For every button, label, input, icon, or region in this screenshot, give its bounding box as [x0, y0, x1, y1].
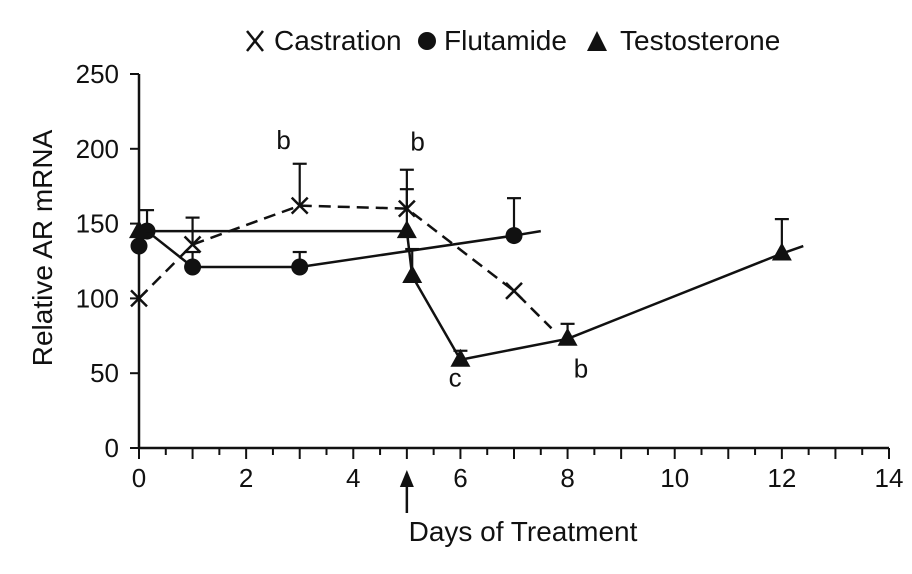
significance-label: b	[276, 125, 290, 155]
y-tick-label: 250	[76, 59, 119, 89]
x-marker-stroke	[505, 282, 523, 300]
x-tick-label: 6	[453, 463, 467, 493]
y-tick-label: 0	[105, 433, 119, 463]
x-tick-label: 2	[239, 463, 253, 493]
x-tick-label: 0	[132, 463, 146, 493]
data-point-testosterone	[396, 220, 417, 239]
series-line-testosterone	[139, 229, 804, 361]
data-point-flutamide	[505, 227, 523, 245]
data-point-flutamide	[184, 258, 202, 276]
legend-marker-flutamide	[418, 32, 436, 50]
data-point-testosterone	[450, 348, 471, 367]
data-point-castration	[183, 235, 202, 254]
y-tick-label: 100	[76, 283, 119, 313]
data-point-castration	[130, 289, 148, 308]
axes: 0 50 100 150 200 250 0 2 4 6 8 10 12 14	[76, 59, 904, 513]
legend-marker-testosterone	[587, 31, 607, 51]
y-tick-label: 200	[76, 134, 119, 164]
legend-label-flutamide: Flutamide	[444, 25, 567, 56]
series-testosterone	[129, 188, 804, 367]
y-axis-title: Relative AR mRNA	[27, 129, 58, 366]
x-marker-stroke	[130, 289, 148, 308]
legend-label-testosterone: Testosterone	[620, 25, 780, 56]
x-tick-label: 4	[346, 463, 360, 493]
x-tick-label: 10	[660, 463, 689, 493]
significance-label: b	[410, 126, 424, 156]
y-tick-label: 150	[76, 209, 119, 239]
treatment-arrow-head	[399, 470, 414, 487]
x-tick-label: 12	[767, 463, 796, 493]
significance-label: b	[574, 354, 588, 384]
x-tick-label: 14	[875, 463, 904, 493]
data-point-testosterone	[771, 242, 792, 261]
x-tick-label: 8	[560, 463, 574, 493]
x-marker-stroke	[183, 235, 202, 254]
x-marker-stroke	[290, 196, 309, 215]
legend-marker-castration	[246, 30, 264, 52]
data-point-testosterone	[557, 327, 578, 346]
data-point-testosterone	[402, 264, 423, 283]
data-point-testosterone	[129, 220, 149, 239]
series-castration	[130, 162, 553, 330]
data-point-castration	[290, 196, 309, 215]
plot-series	[129, 162, 804, 367]
data-point-flutamide	[291, 258, 309, 276]
y-tick-label: 50	[90, 358, 119, 388]
legend: Castration Flutamide Testosterone	[246, 25, 780, 56]
data-point-flutamide	[130, 237, 148, 255]
annotations: b b c b	[276, 125, 588, 393]
x-axis-title: Days of Treatment	[409, 516, 638, 547]
data-point-castration	[505, 282, 523, 300]
legend-label-castration: Castration	[274, 25, 402, 56]
significance-label: c	[449, 363, 462, 393]
